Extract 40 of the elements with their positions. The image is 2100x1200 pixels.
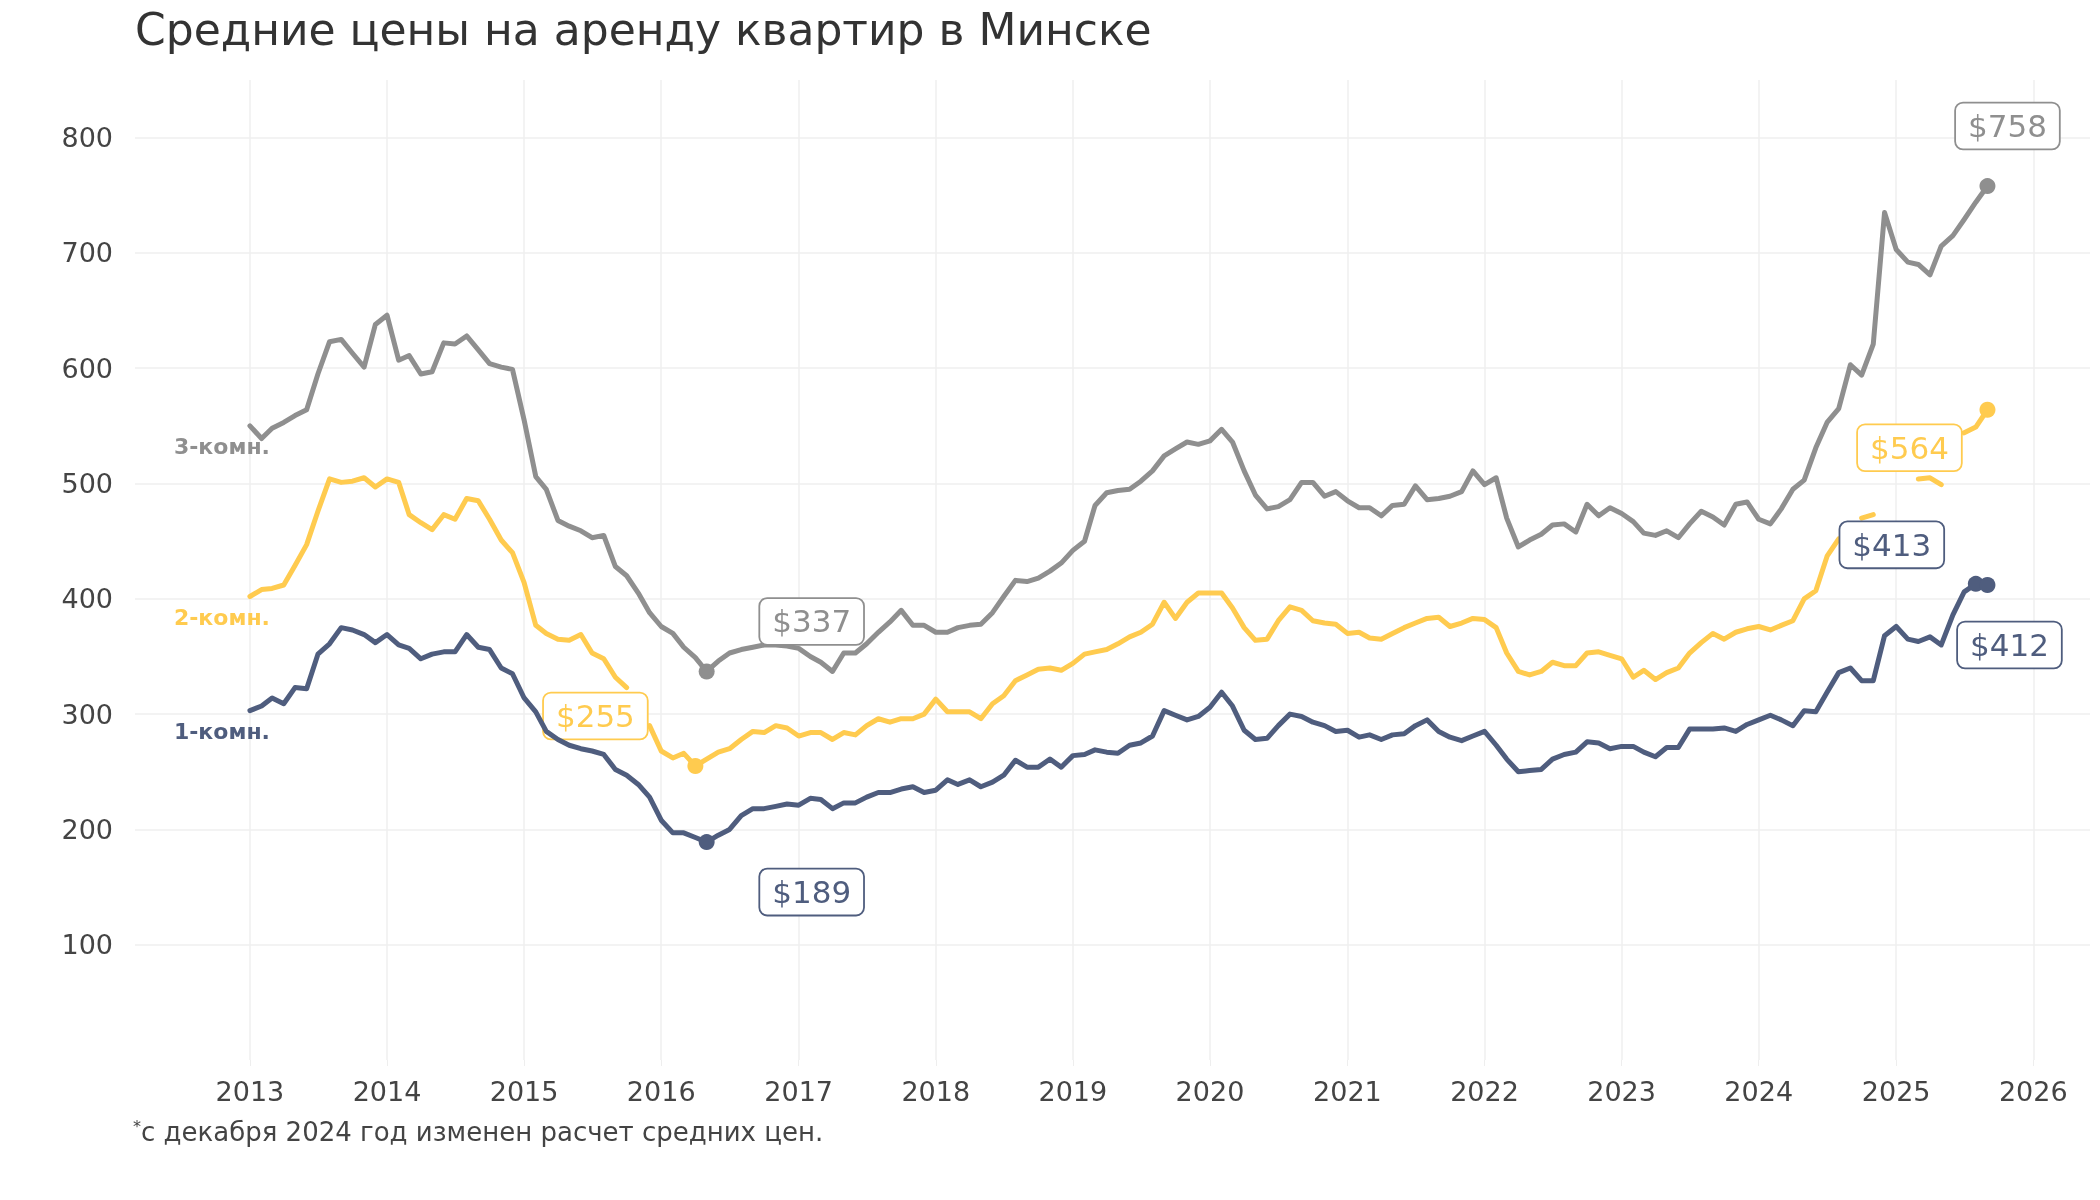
text: *с декабря 2024 год изменен расчет средних цен. — [133, 1116, 824, 1147]
x-tick-label: 2022 — [1450, 1076, 1519, 1107]
series-label: 3-комн. — [173, 434, 270, 460]
x-tick-label: 2020 — [1175, 1076, 1245, 1107]
annotation: $189 — [772, 874, 852, 911]
point — [1979, 576, 1996, 593]
annotation: $337 — [772, 603, 852, 640]
y-tick-label: 200 — [61, 813, 113, 845]
series-label: 2-комн. — [173, 605, 270, 631]
point — [1979, 178, 1996, 195]
annotation: $255 — [555, 698, 635, 734]
annotation: $413 — [1852, 526, 1932, 563]
point — [698, 663, 715, 680]
x-tick-label: 2018 — [901, 1076, 971, 1107]
x-tick-label: 2023 — [1587, 1076, 1656, 1107]
x-tick-label: 2014 — [352, 1076, 422, 1107]
x-tick-label: 2015 — [489, 1076, 559, 1107]
point — [1979, 401, 1996, 418]
annotation: $412 — [1970, 626, 2049, 663]
x-tick-label: 2024 — [1724, 1076, 1794, 1107]
point — [698, 834, 715, 851]
x-tick-label: 2013 — [215, 1076, 285, 1107]
y-tick-label: 300 — [61, 698, 113, 730]
x-tick-label: 2026 — [1998, 1076, 2068, 1107]
chart-title: Средние цены на аренду квартир в Минске — [135, 3, 1152, 55]
x-tick-label: 2025 — [1861, 1076, 1931, 1107]
y-tick-label: 400 — [61, 583, 113, 615]
series-label: 1-комн. — [173, 719, 270, 745]
y-tick-label: 100 — [61, 929, 113, 961]
x-tick-label: 2016 — [626, 1076, 696, 1107]
x-tick-label: 2017 — [764, 1076, 834, 1107]
y-tick-label: 800 — [61, 122, 113, 154]
point — [687, 758, 704, 774]
y-tick-label: 500 — [61, 468, 113, 500]
annotation: $758 — [1968, 108, 2047, 145]
x-tick-label: 2019 — [1038, 1076, 1108, 1107]
x-tick-label: 2021 — [1313, 1076, 1382, 1107]
y-tick-label: 700 — [61, 237, 113, 269]
annotation: $564 — [1870, 429, 1949, 466]
y-tick-label: 600 — [61, 352, 113, 384]
